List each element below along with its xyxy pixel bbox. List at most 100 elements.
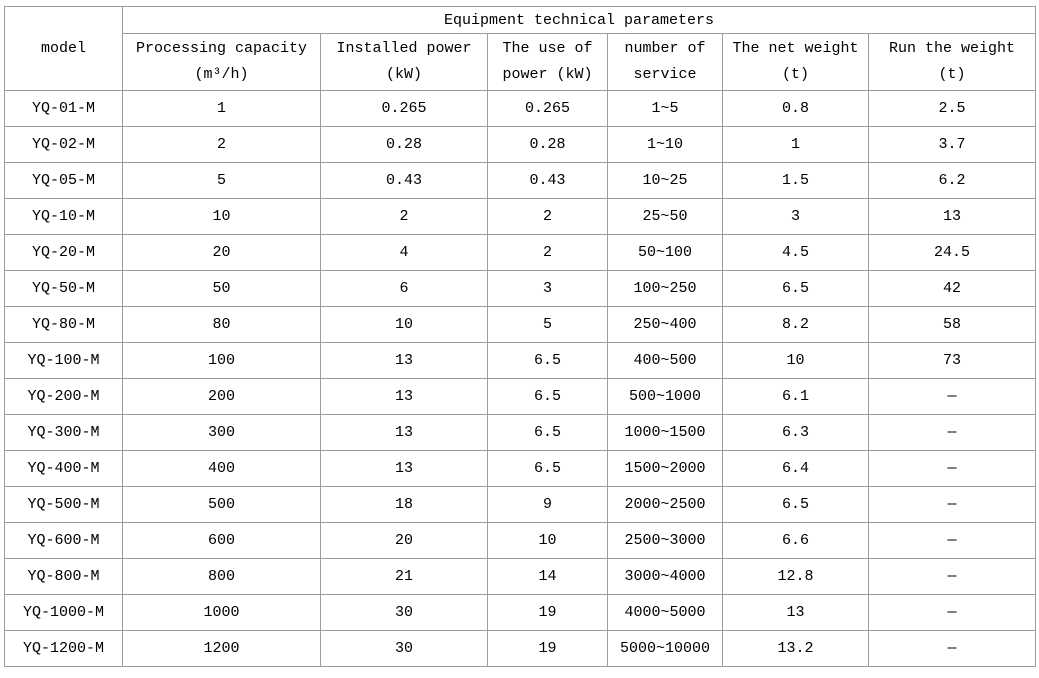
model-cell: YQ-20-M bbox=[4, 234, 123, 271]
column-header: Processing capacity (m³/h) bbox=[122, 33, 321, 91]
value-cell: 3000~4000 bbox=[607, 558, 723, 595]
table-row: YQ-600-M 600 20 10 2500~3000 6.6— bbox=[4, 522, 1037, 559]
table-row: YQ-01-M 1 0.265 0.265 1~5 0.8 2.5 bbox=[4, 90, 1037, 127]
table-row: YQ-20-M 20 4 2 50~100 4.5 24.5 bbox=[4, 234, 1037, 271]
value-cell: 1200 bbox=[122, 630, 321, 667]
value-cell: 6.5 bbox=[487, 414, 608, 451]
value-cell: 6.2 bbox=[867, 162, 1037, 199]
value-cell: 2 bbox=[320, 198, 488, 235]
column-header-line: (t) bbox=[938, 66, 966, 83]
column-header-line: Installed power bbox=[336, 40, 472, 57]
value-cell: — bbox=[867, 630, 1037, 667]
value-cell: 5 bbox=[122, 162, 321, 199]
value-cell: 2500~3000 bbox=[607, 522, 723, 559]
value-cell: — bbox=[867, 522, 1037, 559]
value-cell: 13 bbox=[722, 594, 869, 631]
value-cell: 2000~2500 bbox=[607, 486, 723, 523]
value-cell: 400~500 bbox=[607, 342, 723, 379]
value-cell: 30 bbox=[320, 594, 488, 631]
value-cell: 80 bbox=[122, 306, 321, 343]
value-cell: 24.5 bbox=[867, 234, 1037, 271]
value-cell: 5 bbox=[487, 306, 608, 343]
value-cell: 20 bbox=[122, 234, 321, 271]
table-row: YQ-02-M 2 0.28 0.28 1~10 1 3.7 bbox=[4, 126, 1037, 163]
value-cell: 6.3 bbox=[722, 414, 869, 451]
model-cell: YQ-05-M bbox=[4, 162, 123, 199]
value-cell: 9 bbox=[487, 486, 608, 523]
value-cell: 14 bbox=[487, 558, 608, 595]
model-cell: YQ-100-M bbox=[4, 342, 123, 379]
value-cell: 6 bbox=[320, 270, 488, 307]
table-row: YQ-80-M 80 10 5 250~400 8.2 58 bbox=[4, 306, 1037, 343]
value-cell: 0.43 bbox=[487, 162, 608, 199]
value-cell: 6.1 bbox=[722, 378, 869, 415]
table-row: YQ-10-M 10 2 2 25~50 3 13 bbox=[4, 198, 1037, 235]
value-cell: 21 bbox=[320, 558, 488, 595]
value-cell: 0.43 bbox=[320, 162, 488, 199]
value-cell: 200 bbox=[122, 378, 321, 415]
value-cell: — bbox=[867, 378, 1037, 415]
value-cell: 13 bbox=[320, 342, 488, 379]
column-header-line: service bbox=[633, 66, 697, 83]
value-cell: 10 bbox=[320, 306, 488, 343]
value-cell: 3.7 bbox=[867, 126, 1037, 163]
value-cell: 0.265 bbox=[487, 90, 608, 127]
title-row: model Equipment technical parameters bbox=[4, 6, 1037, 91]
value-cell: — bbox=[867, 450, 1037, 487]
value-cell: 1.5 bbox=[722, 162, 869, 199]
value-cell: 100 bbox=[122, 342, 321, 379]
column-header-row: Processing capacity (m³/h) Installed power… bbox=[5, 33, 1037, 91]
table-title: Equipment technical parameters bbox=[121, 6, 1037, 34]
value-cell: 12.8 bbox=[722, 558, 869, 595]
value-cell: 6.5 bbox=[487, 378, 608, 415]
table-row: YQ-300-M 300 13 6.5 1000~1500 6.3— bbox=[4, 414, 1037, 451]
value-cell: 6.6 bbox=[722, 522, 869, 559]
model-cell: YQ-600-M bbox=[4, 522, 123, 559]
value-cell: 4.5 bbox=[722, 234, 869, 271]
value-cell: 20 bbox=[320, 522, 488, 559]
value-cell: 13 bbox=[320, 378, 488, 415]
equipment-parameters-table: model Equipment technical parameters Pro… bbox=[4, 6, 1037, 667]
table-row: YQ-1000-M 1000 30 19 4000~5000 13— bbox=[4, 594, 1037, 631]
value-cell: 0.8 bbox=[722, 90, 869, 127]
value-cell: — bbox=[867, 486, 1037, 523]
column-header-line: (m³/h) bbox=[194, 66, 249, 83]
model-cell: YQ-1000-M bbox=[4, 594, 123, 631]
column-header-line: (t) bbox=[781, 66, 809, 83]
model-cell: YQ-01-M bbox=[4, 90, 123, 127]
value-cell: 6.5 bbox=[722, 486, 869, 523]
value-cell: 8.2 bbox=[722, 306, 869, 343]
model-cell: YQ-500-M bbox=[4, 486, 123, 523]
value-cell: 19 bbox=[487, 594, 608, 631]
value-cell: 1~10 bbox=[607, 126, 723, 163]
value-cell: 10 bbox=[122, 198, 321, 235]
column-header: Run the weight (t) bbox=[867, 33, 1037, 91]
value-cell: 13.2 bbox=[722, 630, 869, 667]
column-header-line: The use of bbox=[502, 40, 593, 57]
value-cell: 42 bbox=[867, 270, 1037, 307]
table-row: YQ-500-M 500 18 9 2000~2500 6.5— bbox=[4, 486, 1037, 523]
value-cell: 73 bbox=[867, 342, 1037, 379]
model-cell: YQ-300-M bbox=[4, 414, 123, 451]
value-cell: 13 bbox=[320, 414, 488, 451]
column-header: The net weight (t) bbox=[722, 33, 869, 91]
column-header-line: number of bbox=[624, 40, 706, 57]
value-cell: 2 bbox=[122, 126, 321, 163]
column-header-line: (kW) bbox=[385, 66, 422, 83]
value-cell: 6.5 bbox=[722, 270, 869, 307]
value-cell: 19 bbox=[487, 630, 608, 667]
value-cell: 6.4 bbox=[722, 450, 869, 487]
table-row: YQ-1200-M 1200 30 19 5000~10000 13.2— bbox=[4, 630, 1037, 667]
value-cell: 800 bbox=[122, 558, 321, 595]
table-row: YQ-100-M 100 13 6.5 400~500 10 73 bbox=[4, 342, 1037, 379]
value-cell: 13 bbox=[320, 450, 488, 487]
value-cell: 3 bbox=[722, 198, 869, 235]
value-cell: 6.5 bbox=[487, 342, 608, 379]
value-cell: 6.5 bbox=[487, 450, 608, 487]
column-header: Installed power (kW) bbox=[320, 33, 488, 91]
value-cell: 600 bbox=[122, 522, 321, 559]
value-cell: 10 bbox=[487, 522, 608, 559]
table-row: YQ-50-M 50 6 3 100~250 6.5 42 bbox=[4, 270, 1037, 307]
value-cell: 13 bbox=[867, 198, 1037, 235]
value-cell: 58 bbox=[867, 306, 1037, 343]
